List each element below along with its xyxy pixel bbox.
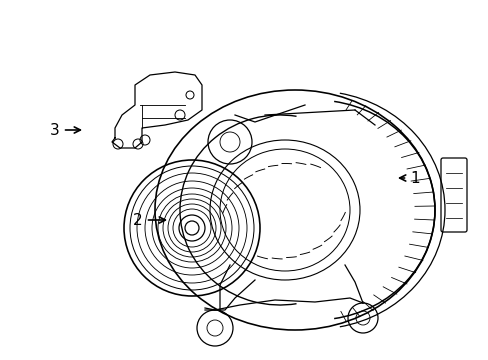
Text: 3: 3 xyxy=(50,122,80,138)
Circle shape xyxy=(184,221,199,235)
Text: 2: 2 xyxy=(133,212,165,228)
Text: 1: 1 xyxy=(399,171,419,185)
